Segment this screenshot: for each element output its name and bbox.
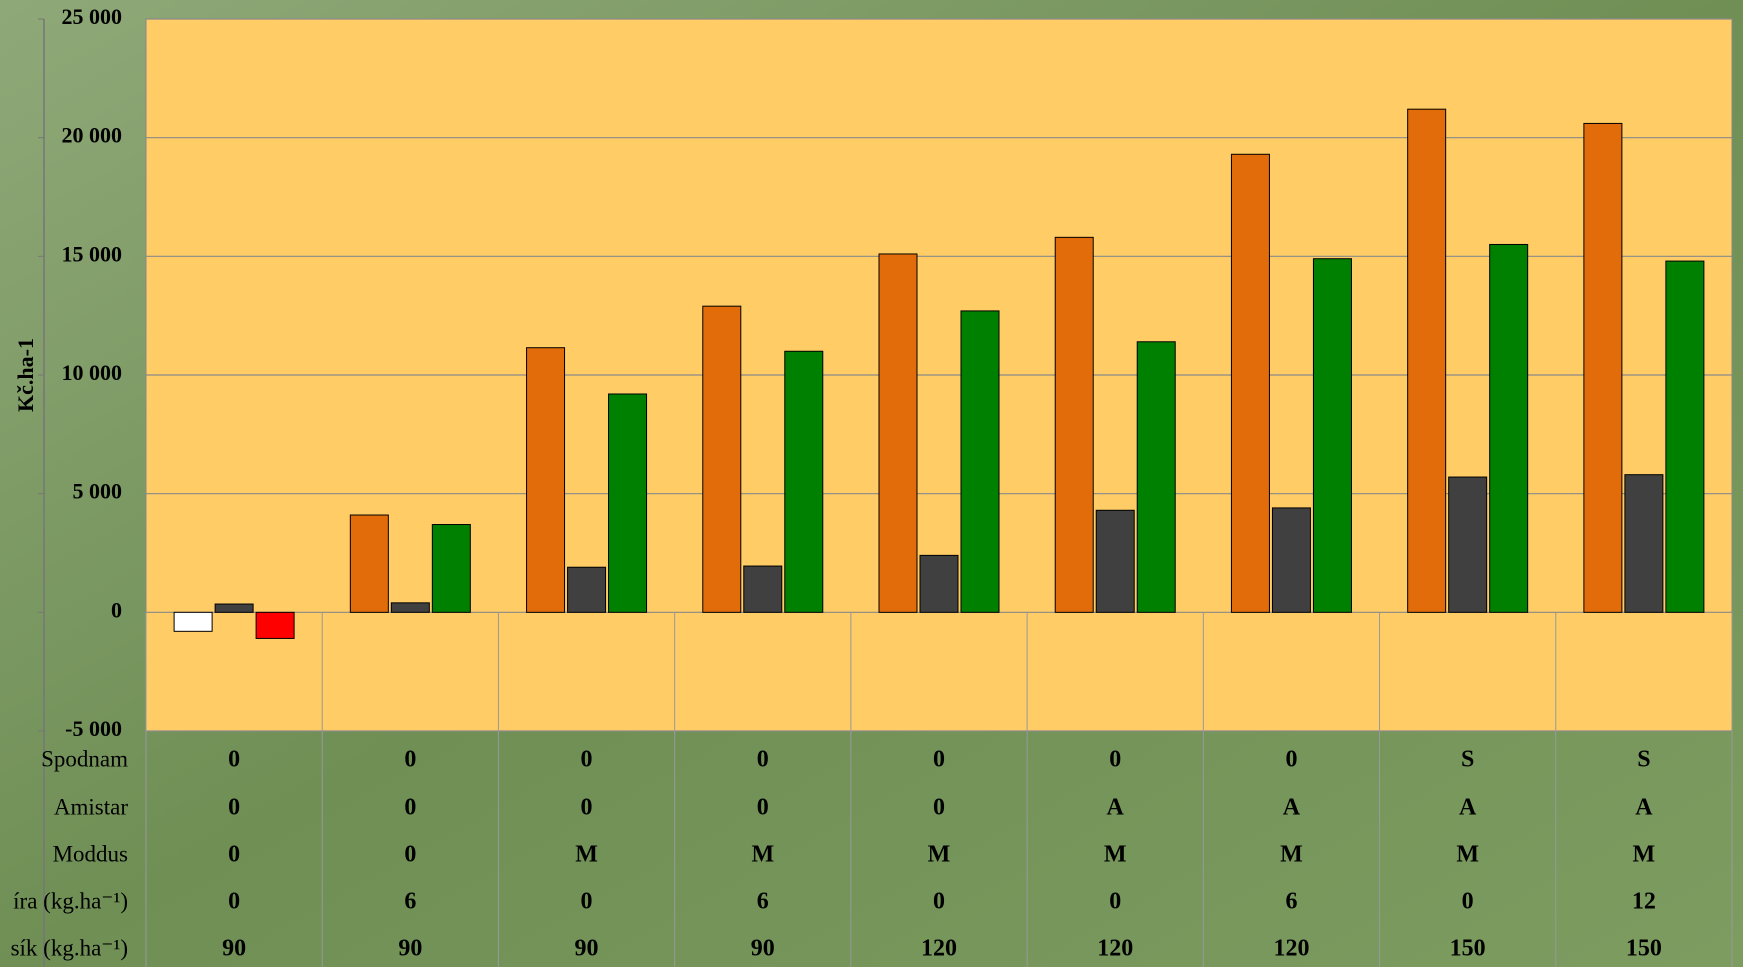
row-label: sík (kg.ha⁻¹) (11, 935, 128, 960)
table-cell: 0 (757, 747, 769, 773)
table-cell: 90 (575, 936, 599, 962)
bar (1136, 341, 1176, 613)
bar (1665, 260, 1705, 613)
table-cell: 90 (751, 936, 775, 962)
y-tick-label: 20 000 (62, 123, 123, 148)
bar (1624, 474, 1664, 613)
table-cell: 0 (1462, 889, 1474, 915)
table-cell: 0 (404, 747, 416, 773)
table-cell: 6 (404, 889, 416, 915)
bar (173, 611, 213, 632)
table-cell: 0 (933, 795, 945, 821)
table-cell: M (751, 842, 774, 868)
y-tick-label: 0 (111, 597, 122, 622)
y-tick-label: 25 000 (62, 4, 123, 29)
table-cell: 0 (228, 795, 240, 821)
table-cell: M (575, 842, 598, 868)
table-cell: 120 (921, 936, 957, 962)
table-cell: 120 (1273, 936, 1309, 962)
table-cell: 6 (1285, 889, 1297, 915)
y-tick-label: 10 000 (62, 360, 123, 385)
bar (960, 310, 1000, 613)
table-cell: M (1633, 842, 1656, 868)
table-cell: 0 (933, 747, 945, 773)
bar (526, 347, 566, 613)
table-cell: 0 (1109, 889, 1121, 915)
table-cell: 0 (933, 889, 945, 915)
table-cell: 0 (581, 747, 593, 773)
table-cell: 0 (1285, 747, 1297, 773)
bar (608, 393, 648, 613)
bar (214, 603, 254, 613)
table-cell: 0 (228, 842, 240, 868)
y-tick-label: 5 000 (73, 479, 123, 504)
table-cell: A (1459, 795, 1477, 821)
table-cell: A (1107, 795, 1125, 821)
table-cell: A (1635, 795, 1653, 821)
table-cell: 0 (757, 795, 769, 821)
table-cell: 0 (1109, 747, 1121, 773)
bar (1230, 153, 1270, 613)
bar (255, 611, 295, 639)
row-label: Spodnam (41, 746, 128, 771)
table-cell: 120 (1097, 936, 1133, 962)
bar (1054, 236, 1094, 613)
bar (878, 253, 918, 613)
table-cell: 0 (228, 889, 240, 915)
table-cell: 150 (1626, 936, 1662, 962)
table-cell: M (928, 842, 951, 868)
bar (1448, 476, 1488, 613)
table-cell: 0 (581, 795, 593, 821)
table-cell: 0 (228, 747, 240, 773)
bar (390, 602, 430, 613)
bar (1095, 509, 1135, 613)
row-label: Amistar (54, 794, 128, 819)
table-cell: M (1456, 842, 1479, 868)
table-cell: S (1461, 747, 1474, 773)
bar (743, 565, 783, 613)
bar (919, 554, 959, 613)
bar (1489, 243, 1529, 613)
y-axis-label: Kč.ha-1 (13, 338, 38, 412)
table-cell: 0 (404, 842, 416, 868)
bar (702, 305, 742, 613)
bar (567, 566, 607, 613)
bar (1407, 108, 1447, 613)
bar (349, 514, 389, 613)
row-label: Moddus (53, 841, 128, 866)
row-label: íra (kg.ha⁻¹) (13, 888, 128, 913)
table-cell: M (1104, 842, 1127, 868)
table-cell: 6 (757, 889, 769, 915)
y-tick-label: 15 000 (62, 241, 123, 266)
table-cell: S (1637, 747, 1650, 773)
y-tick-label: -5 000 (65, 716, 122, 741)
bar (1583, 122, 1623, 613)
table-cell: 150 (1450, 936, 1486, 962)
table-cell: M (1280, 842, 1303, 868)
bar (1271, 507, 1311, 613)
table-cell: 0 (404, 795, 416, 821)
table-cell: A (1283, 795, 1301, 821)
table-cell: 90 (222, 936, 246, 962)
table-cell: 12 (1632, 889, 1656, 915)
bar (431, 524, 471, 613)
bar (1312, 258, 1352, 613)
bar (784, 350, 824, 613)
table-cell: 90 (398, 936, 422, 962)
table-cell: 0 (581, 889, 593, 915)
